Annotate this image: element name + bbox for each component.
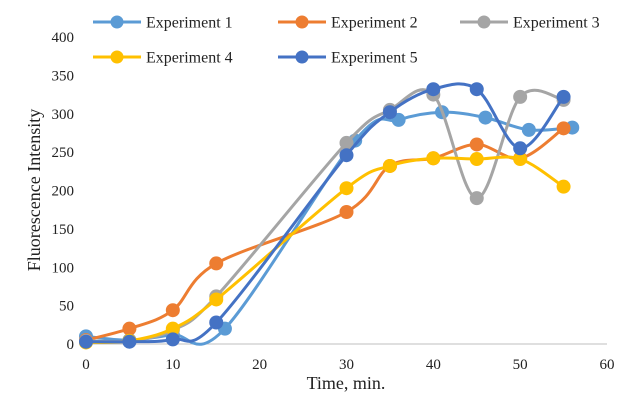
y-tick-label: 400 (52, 30, 75, 46)
data-point (556, 179, 571, 194)
y-tick-label: 50 (59, 299, 74, 315)
data-point (426, 151, 441, 166)
x-tick-label: 0 (82, 357, 90, 373)
x-axis-title: Time, min. (307, 373, 386, 393)
y-tick-label: 100 (52, 260, 75, 276)
data-point (209, 256, 224, 271)
axes: 0 50 100 150 200 250 300 350 400 0 10 20 30 40 50 60 (52, 30, 615, 373)
y-tick-label: 350 (52, 68, 75, 84)
y-tick-label: 200 (52, 184, 75, 200)
data-point (339, 181, 354, 196)
x-tick-label: 40 (426, 357, 441, 373)
data-point (209, 292, 224, 307)
legend-marker (110, 50, 124, 64)
data-point (209, 315, 224, 330)
series-5 (79, 82, 571, 349)
legend-marker (477, 15, 491, 29)
legend-item: Experiment 3 (460, 15, 600, 32)
series-line (84, 155, 566, 344)
data-point (339, 204, 354, 219)
data-point (556, 89, 571, 104)
series-1 (79, 105, 580, 348)
data-point (382, 105, 397, 120)
x-tick-label: 60 (600, 357, 615, 373)
series-line (84, 82, 566, 344)
legend-item: Experiment 5 (278, 50, 418, 67)
data-point (556, 121, 571, 136)
data-point (513, 89, 528, 104)
y-tick-label: 250 (52, 145, 75, 161)
legend-label: Experiment 2 (331, 15, 418, 32)
legend-label: Experiment 5 (331, 50, 418, 67)
data-point (339, 148, 354, 163)
data-point (469, 137, 484, 152)
legend-marker (110, 15, 124, 29)
x-tick-label: 50 (513, 357, 528, 373)
series-lines (79, 82, 580, 350)
series-3 (79, 87, 571, 348)
data-point (122, 334, 137, 349)
data-point (469, 152, 484, 167)
data-point (469, 191, 484, 206)
x-tick-label: 10 (165, 357, 180, 373)
data-point (521, 122, 536, 137)
y-tick-label: 300 (52, 107, 75, 123)
data-point (513, 152, 528, 167)
data-point (165, 321, 180, 336)
series-line (84, 126, 566, 342)
data-point (339, 135, 354, 150)
legend-marker (295, 50, 309, 64)
x-tick-label: 20 (252, 357, 267, 373)
y-tick-label: 0 (67, 337, 75, 353)
data-point (426, 82, 441, 97)
y-axis-title: Fluorescence Intensity (24, 109, 44, 271)
legend-item: Experiment 4 (93, 50, 233, 67)
data-point (478, 110, 493, 125)
legend: Experiment 1 Experiment 2 Experiment 3 Expe… (93, 15, 600, 67)
legend-label: Experiment 1 (146, 15, 233, 32)
data-point (382, 158, 397, 173)
x-tick-label: 30 (339, 357, 354, 373)
legend-item: Experiment 2 (278, 15, 418, 32)
series-line (84, 88, 566, 344)
legend-label: Experiment 4 (146, 50, 233, 67)
data-point (469, 82, 484, 97)
legend-item: Experiment 1 (93, 15, 233, 32)
data-point (165, 332, 180, 347)
data-point (122, 321, 137, 336)
data-point (513, 141, 528, 156)
legend-marker (295, 15, 309, 29)
legend-label: Experiment 3 (513, 15, 600, 32)
data-point (165, 303, 180, 318)
y-tick-label: 150 (52, 222, 75, 238)
data-point (79, 334, 93, 349)
